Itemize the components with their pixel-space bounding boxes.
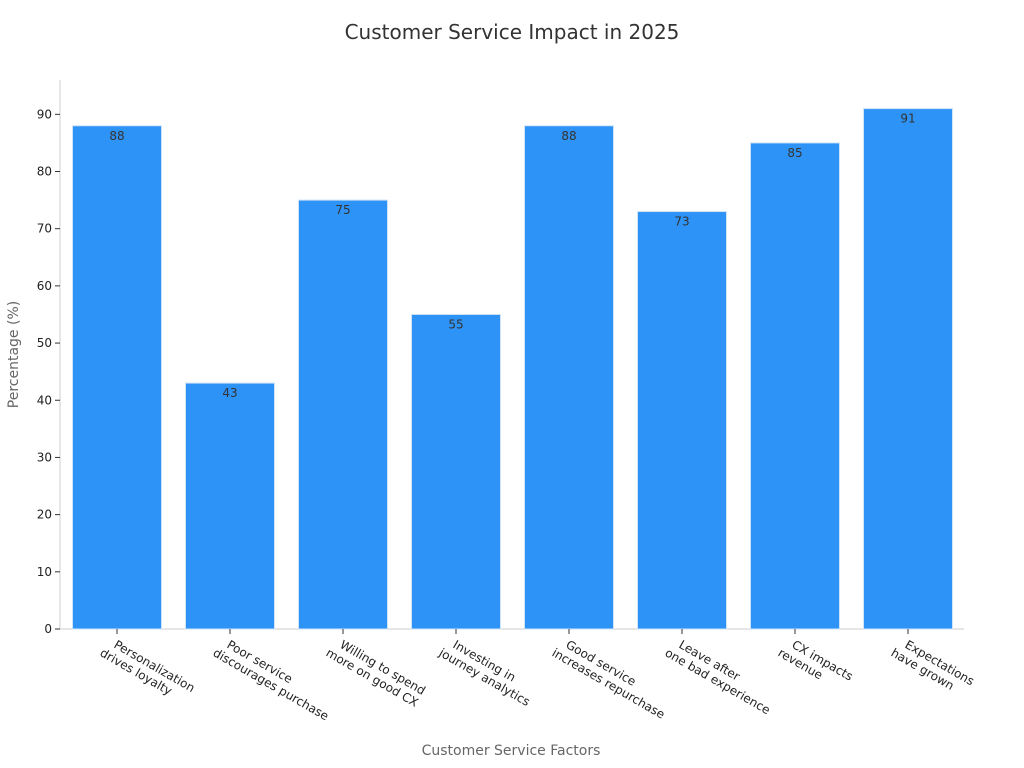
x-tick-label: Investing injourney analytics xyxy=(436,633,540,709)
y-tick-label: 60 xyxy=(37,279,52,293)
x-tick-label: Poor servicediscourages purchase xyxy=(211,633,339,723)
bar xyxy=(637,211,727,630)
bar-value-label: 73 xyxy=(674,215,689,229)
y-axis: 0 10 20 30 40 50 60 70 80 90 xyxy=(37,80,61,636)
y-tick-label: 0 xyxy=(44,622,52,636)
y-tick-label: 70 xyxy=(37,222,52,236)
bar-value-label: 85 xyxy=(787,146,802,160)
bar xyxy=(298,199,388,630)
y-tick-label: 80 xyxy=(37,165,52,179)
x-axis-label: Customer Service Factors xyxy=(422,743,601,759)
bar-value-label: 91 xyxy=(900,112,915,126)
y-tick-label: 90 xyxy=(37,107,52,121)
y-tick-label: 20 xyxy=(37,508,52,522)
bar xyxy=(524,125,614,630)
x-tick-label: Good serviceincreases repurchase xyxy=(550,633,675,721)
x-tick-label: Leave afterone bad experience xyxy=(663,633,780,717)
x-tick-labels: Personalizationdrives loyalty Poor servic… xyxy=(98,629,977,723)
y-tick-label: 40 xyxy=(37,393,52,407)
bar xyxy=(750,142,840,630)
bar xyxy=(863,108,953,630)
bar-value-label: 75 xyxy=(335,203,350,217)
bar-value-label: 88 xyxy=(561,129,576,143)
bar xyxy=(72,125,162,630)
x-tick-label: Willing to spendmore on good CX xyxy=(324,633,428,709)
x-tick-label: Expectationshave grown xyxy=(889,633,977,700)
bar-value-label: 88 xyxy=(109,129,124,143)
y-axis-label: Percentage (%) xyxy=(6,301,22,408)
y-tick-label: 50 xyxy=(37,336,52,350)
bar-value-label: 55 xyxy=(448,317,463,331)
y-tick-label: 10 xyxy=(37,565,52,579)
bar xyxy=(411,313,501,630)
chart-title: Customer Service Impact in 2025 xyxy=(344,20,680,44)
bar xyxy=(185,382,275,630)
bar-value-labels: 88 43 75 55 88 73 85 91 xyxy=(109,112,915,401)
bars xyxy=(72,108,953,630)
y-tick-label: 30 xyxy=(37,450,52,464)
x-tick-label: Personalizationdrives loyalty xyxy=(98,633,198,707)
x-tick-label: CX impactsrevenue xyxy=(776,633,856,695)
bar-value-label: 43 xyxy=(222,386,237,400)
